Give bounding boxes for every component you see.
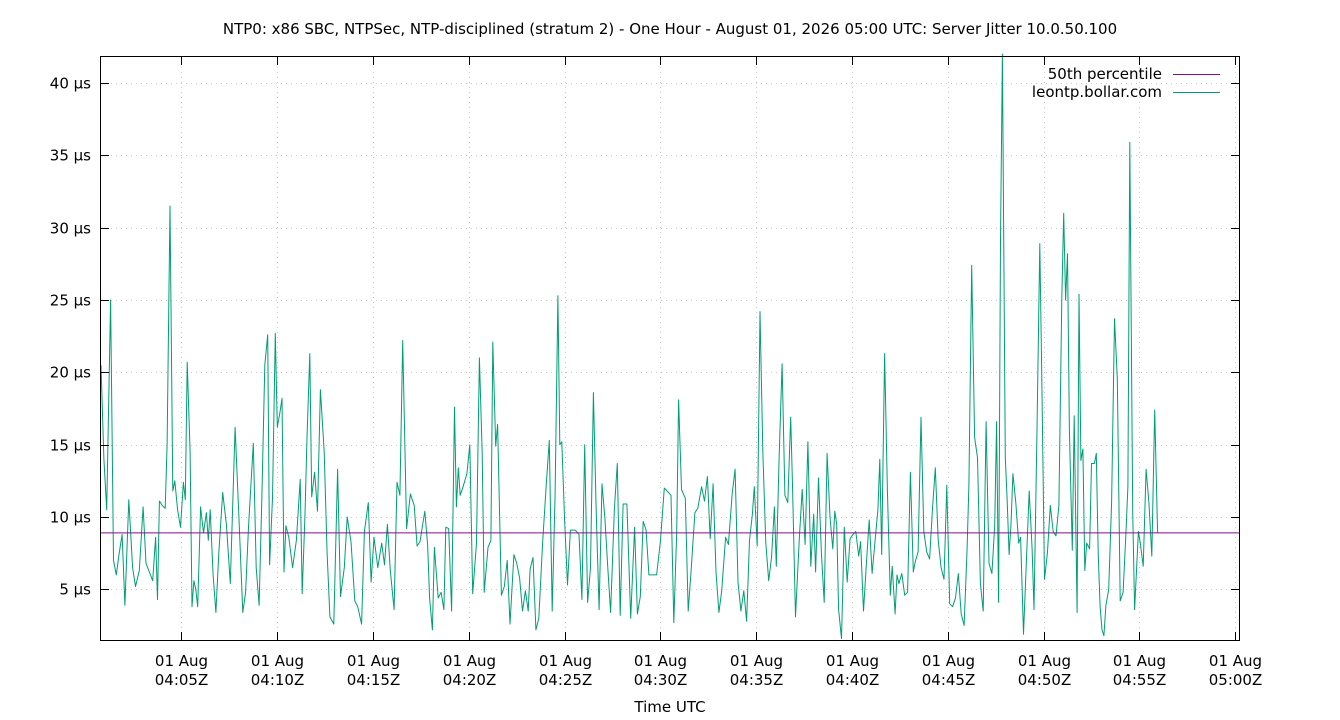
x-tick-label-date: 01 Aug: [922, 652, 975, 670]
y-tick-label: 10 µs: [50, 509, 91, 527]
x-tick-label-time: 04:40Z: [826, 671, 880, 689]
x-tick-label-time: 04:30Z: [634, 671, 688, 689]
plot-frame: [100, 56, 1240, 641]
x-tick-label-time: 04:45Z: [922, 671, 976, 689]
x-tick-label-time: 04:55Z: [1113, 671, 1167, 689]
legend-label: 50th percentile: [1048, 65, 1162, 83]
x-tick-label-date: 01 Aug: [443, 652, 496, 670]
x-tick-label-time: 04:05Z: [155, 671, 209, 689]
x-tick-label-date: 01 Aug: [1209, 652, 1262, 670]
x-axis-label: Time UTC: [633, 698, 705, 716]
y-axis: 5 µs 10 µs 15 µs 20 µs 25 µs 30 µs 35 µs 40 µs: [50, 75, 1239, 599]
x-tick-label-date: 01 Aug: [155, 652, 208, 670]
y-tick-label: 35 µs: [50, 147, 91, 165]
x-tick-label-time: 04:15Z: [347, 671, 401, 689]
legend-label: leontp.bollar.com: [1032, 83, 1162, 101]
y-tick-label: 5 µs: [59, 581, 91, 599]
y-tick-label: 30 µs: [50, 220, 91, 238]
y-tick-label: 25 µs: [50, 292, 91, 310]
x-tick-label-date: 01 Aug: [1113, 652, 1166, 670]
series-line-leontp: [100, 53, 1159, 640]
x-tick-label-date: 01 Aug: [826, 652, 879, 670]
x-tick-label-date: 01 Aug: [1018, 652, 1071, 670]
x-tick-label-date: 01 Aug: [251, 652, 304, 670]
x-tick-label-time: 05:00Z: [1209, 671, 1263, 689]
chart-title: NTP0: x86 SBC, NTPSec, NTP-disciplined (…: [223, 20, 1117, 38]
x-tick-label-time: 04:25Z: [539, 671, 593, 689]
x-tick-label-date: 01 Aug: [347, 652, 400, 670]
y-tick-label: 15 µs: [50, 437, 91, 455]
x-tick-label-date: 01 Aug: [634, 652, 687, 670]
x-tick-label-date: 01 Aug: [539, 652, 592, 670]
y-tick-label: 20 µs: [50, 364, 91, 382]
x-tick-label-date: 01 Aug: [730, 652, 783, 670]
x-tick-label-time: 04:20Z: [443, 671, 497, 689]
series-layer: [100, 53, 1239, 640]
y-tick-label: 40 µs: [50, 75, 91, 93]
x-tick-label-time: 04:35Z: [730, 671, 784, 689]
x-tick-label-time: 04:10Z: [251, 671, 305, 689]
x-tick-label-time: 04:50Z: [1018, 671, 1072, 689]
